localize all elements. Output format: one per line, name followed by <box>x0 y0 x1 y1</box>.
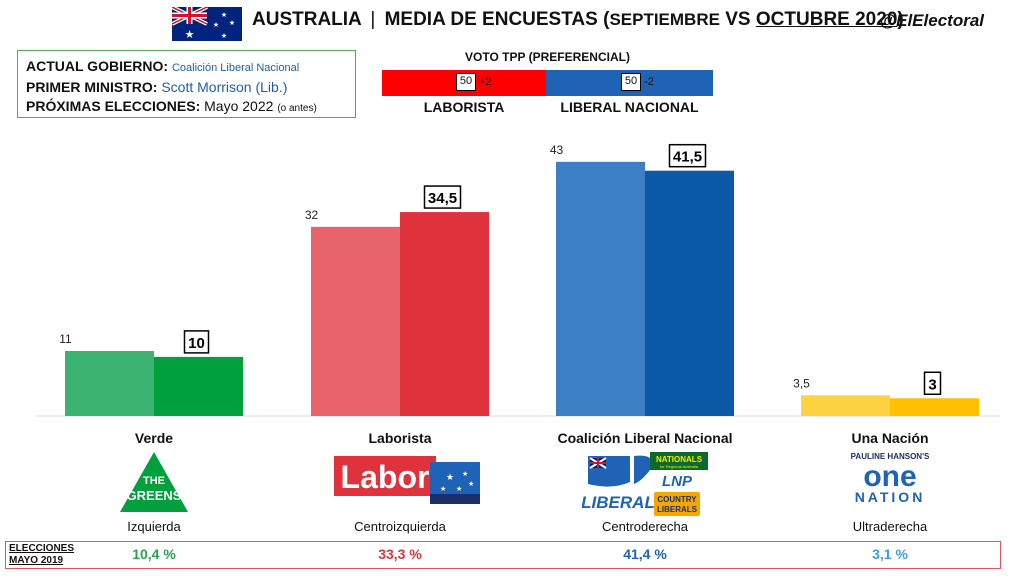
party-name-coalicion: Coalición Liberal Nacional <box>557 430 733 446</box>
title-separator: | <box>370 9 376 30</box>
svg-text:★: ★ <box>440 485 446 493</box>
ideology-coalicion: Centroderecha <box>602 519 688 534</box>
bar-octubre-laborista <box>400 212 489 416</box>
one-nation-logo-nation: NATION <box>855 489 926 505</box>
title-paren-open: ( <box>603 9 610 30</box>
pm-value: Scott Morrison (Lib.) <box>161 79 288 95</box>
label-box-octubre-coalicion <box>668 143 707 168</box>
result-2019-una-nacion: 3,1 % <box>872 546 908 562</box>
next-election-row: PRÓXIMAS ELECCIONES: Mayo 2022 (o antes) <box>26 97 347 118</box>
coalition-logos-icon: LIBERAL NATIONALS for Regional Australia… <box>582 452 708 516</box>
title-paren-close: ) <box>897 9 904 30</box>
title-vs: VS <box>725 9 751 30</box>
svg-text:★: ★ <box>213 21 219 29</box>
svg-text:★: ★ <box>468 480 474 488</box>
title-period-a: SEPTIEMBRE <box>609 10 720 29</box>
elections-label-line2: MAYO 2019 <box>9 555 64 566</box>
title-period-b: OCTUBRE 2020 <box>755 9 898 30</box>
bar-septiembre-una-nacion <box>801 395 890 416</box>
label-septiembre-laborista: 32 <box>305 208 319 222</box>
ideology-verde: Izquierda <box>127 519 181 534</box>
gov-label: ACTUAL GOBIERNO: <box>26 58 169 74</box>
label-box-octubre-verde <box>183 330 210 354</box>
pm-row: PRIMER MINISTRO: Scott Morrison (Lib.) <box>26 78 347 97</box>
government-info-box: ACTUAL GOBIERNO: Coalición Liberal Nacio… <box>17 50 356 118</box>
label-septiembre-una-nacion: 3,5 <box>793 376 810 390</box>
result-2019-verde: 10,4 % <box>132 546 176 562</box>
country-liberals-logo-line1: COUNTRY <box>657 495 697 504</box>
one-nation-logo-one: one <box>863 460 916 493</box>
svg-text:★: ★ <box>185 28 195 41</box>
tpp-change-liberal-nacional: -2 <box>644 76 654 88</box>
tpp-bar: 50 +2 50 -2 <box>382 70 713 96</box>
country-liberals-logo-line2: LIBERALS <box>657 505 698 514</box>
nationals-logo-subtext: for Regional Australia <box>660 464 699 469</box>
nationals-logo-text: NATIONALS <box>656 455 703 464</box>
label-octubre-una-nacion: 3 <box>928 376 936 393</box>
greens-logo-greens: GREENS <box>127 488 182 503</box>
svg-text:★: ★ <box>462 470 468 478</box>
result-2019-coalicion: 41,4 % <box>623 546 667 562</box>
labor-logo-icon: Labor ★ ★ ★ ★ ★ <box>334 456 480 504</box>
gov-value: Coalición Liberal Nacional <box>171 62 300 74</box>
elections-2019-label: ELECCIONES MAYO 2019 <box>9 543 74 567</box>
label-septiembre-coalicion: 43 <box>550 143 564 157</box>
tpp-value-liberal-nacional: 50 <box>621 73 641 91</box>
tpp-title: VOTO TPP (PREFERENCIAL) <box>465 50 630 64</box>
poll-bar-chart: 11 10 32 34,5 43 41,5 3,5 3 <box>35 143 1000 417</box>
tpp-value-laborista: 50 <box>456 73 476 91</box>
svg-text:★: ★ <box>456 485 462 493</box>
bar-octubre-una-nacion <box>890 398 979 416</box>
next-note: (o antes) <box>277 103 317 114</box>
svg-text:★: ★ <box>221 32 227 40</box>
lnp-logo-text: LNP <box>662 473 693 490</box>
label-octubre-laborista: 34,5 <box>428 190 457 207</box>
label-box-octubre-laborista <box>423 185 462 209</box>
gov-row: ACTUAL GOBIERNO: Coalición Liberal Nacio… <box>26 57 347 78</box>
pm-label: PRIMER MINISTRO: <box>26 79 158 95</box>
elections-label-line1: ELECCIONES <box>9 543 75 554</box>
one-nation-logo-top: PAULINE HANSON'S <box>851 452 930 461</box>
bar-septiembre-verde <box>65 350 154 416</box>
author-handle: @ElElectoral <box>879 11 984 30</box>
labor-logo-text: Labor <box>341 459 430 495</box>
tpp-name-liberal-nacional: LIBERAL NACIONAL <box>560 99 699 115</box>
tpp-change-laborista: +2 <box>479 76 492 88</box>
tpp-bar-laborista: 50 +2 <box>382 70 546 96</box>
australia-flag-icon: ★ ★ ★ ★ ★ <box>172 7 242 41</box>
label-octubre-verde: 10 <box>188 335 205 352</box>
label-box-octubre-una-nacion <box>923 371 942 396</box>
ideology-una-nacion: Ultraderecha <box>852 519 928 534</box>
result-2019-laborista: 33,3 % <box>378 546 422 562</box>
title-country: AUSTRALIA <box>252 9 362 30</box>
greens-logo-the: THE <box>143 475 165 487</box>
party-name-verde: Verde <box>134 430 174 446</box>
svg-text:★: ★ <box>221 11 227 19</box>
bar-octubre-coalicion <box>645 170 734 416</box>
one-nation-logo-icon: PAULINE HANSON'S one NATION <box>851 452 930 505</box>
party-name-laborista: Laborista <box>368 430 432 446</box>
next-value: Mayo 2022 <box>204 98 274 114</box>
label-octubre-coalicion: 41,5 <box>673 149 702 166</box>
bar-septiembre-coalicion <box>556 161 645 416</box>
tpp-bar-liberal-nacional: 50 -2 <box>546 70 713 96</box>
next-label: PRÓXIMAS ELECCIONES: <box>26 98 201 114</box>
bar-septiembre-laborista <box>311 226 400 416</box>
elections-2019-box <box>5 541 1001 569</box>
title-main: MEDIA DE ENCUESTAS <box>384 9 598 30</box>
liberal-logo-text: LIBERAL <box>582 493 655 512</box>
svg-text:★: ★ <box>446 473 454 483</box>
bar-octubre-verde <box>154 356 243 416</box>
greens-logo-icon: THE GREENS <box>120 452 188 512</box>
ideology-laborista: Centroizquierda <box>354 519 446 534</box>
page-title: AUSTRALIA | MEDIA DE ENCUESTAS (SEPTIEMB… <box>252 9 904 31</box>
svg-text:★: ★ <box>229 19 235 27</box>
tpp-name-laborista: LABORISTA <box>423 99 505 115</box>
label-septiembre-verde: 11 <box>59 332 72 346</box>
party-name-una-nacion: Una Nación <box>851 430 929 446</box>
